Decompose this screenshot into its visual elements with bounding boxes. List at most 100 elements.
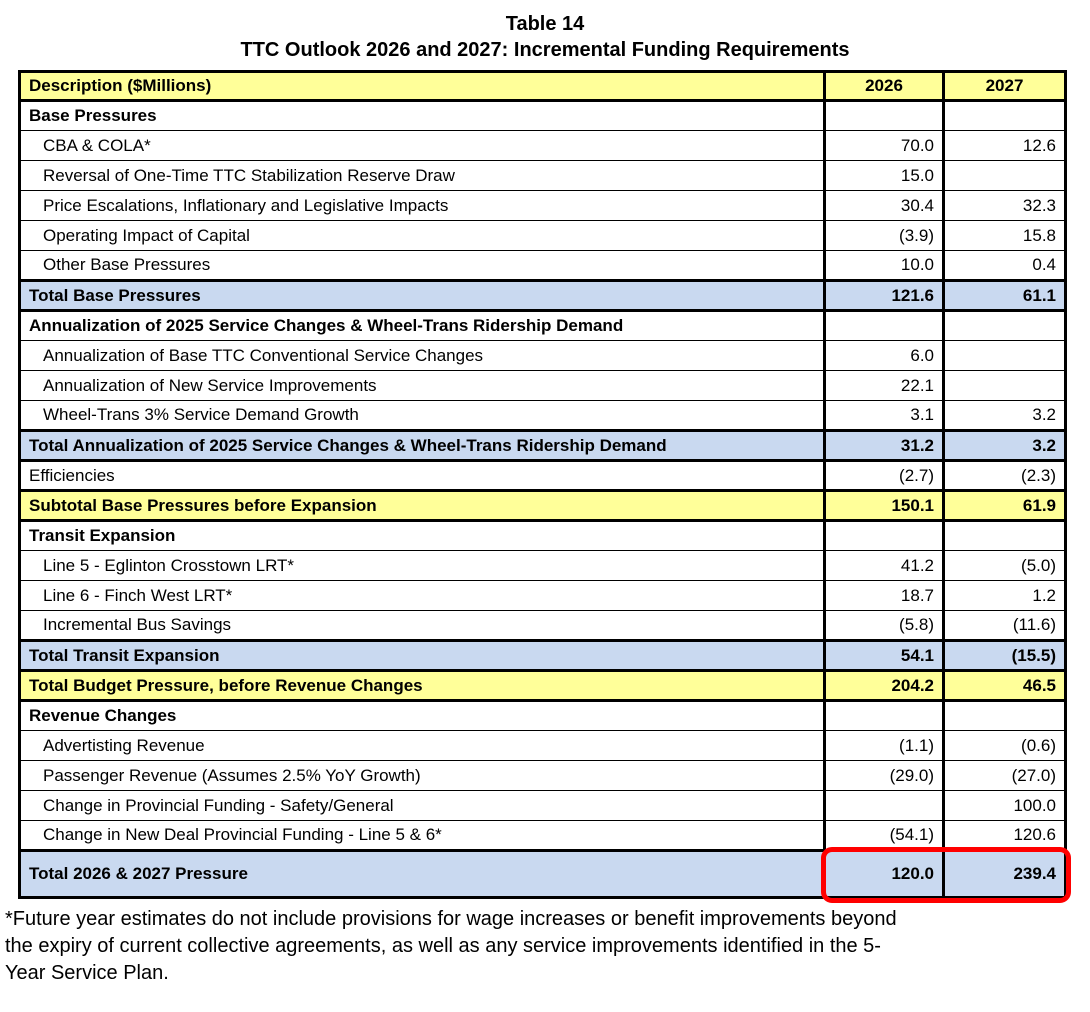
value-2027-cell: (5.0) bbox=[942, 550, 1067, 581]
row-label-cell: Total Annualization of 2025 Service Chan… bbox=[19, 429, 825, 462]
value-2027-cell bbox=[942, 340, 1067, 371]
value-2027-cell bbox=[942, 370, 1067, 401]
value-2026-cell: 30.4 bbox=[823, 190, 945, 221]
table-row: Operating Impact of Capital (3.9) 15.8 bbox=[19, 220, 1067, 251]
row-label-cell: Total Base Pressures bbox=[19, 279, 825, 312]
value-2026-cell: 121.6 bbox=[823, 279, 945, 312]
table-row: Efficiencies (2.7) (2.3) bbox=[19, 460, 1067, 491]
value-2026-cell bbox=[823, 520, 945, 551]
table-row: Total Base Pressures 121.6 61.1 bbox=[19, 279, 1067, 312]
value-2027-cell bbox=[942, 700, 1067, 731]
table-title-block: Table 14 TTC Outlook 2026 and 2027: Incr… bbox=[0, 11, 1090, 63]
row-label-cell: CBA & COLA* bbox=[19, 130, 825, 161]
value-2026-cell: 120.0 bbox=[823, 849, 945, 899]
table-body: Base Pressures CBA & COLA* 70.0 12.6 Reversa… bbox=[19, 100, 1067, 899]
row-label-cell: Passenger Revenue (Assumes 2.5% YoY Grow… bbox=[19, 760, 825, 791]
table-row: Base Pressures bbox=[19, 100, 1067, 131]
table-row: Total 2026 & 2027 Pressure 120.0 239.4 bbox=[19, 849, 1067, 899]
value-2026-cell: (2.7) bbox=[823, 460, 945, 491]
value-2027-cell: (15.5) bbox=[942, 639, 1067, 672]
row-label-cell: Wheel-Trans 3% Service Demand Growth bbox=[19, 400, 825, 431]
table-header-row: Description ($Millions) 2026 2027 bbox=[19, 70, 1067, 102]
value-2026-cell: 6.0 bbox=[823, 340, 945, 371]
value-2027-cell: 46.5 bbox=[942, 669, 1067, 702]
column-header-description: Description ($Millions) bbox=[19, 70, 825, 102]
value-2026-cell: 22.1 bbox=[823, 370, 945, 401]
value-2026-cell: 150.1 bbox=[823, 489, 945, 522]
table-row: Line 5 - Eglinton Crosstown LRT* 41.2 (5.0… bbox=[19, 550, 1067, 581]
value-2026-cell: 54.1 bbox=[823, 639, 945, 672]
value-2027-cell bbox=[942, 100, 1067, 131]
table-row: Total Budget Pressure, before Revenue Ch… bbox=[19, 669, 1067, 702]
value-2027-cell: (27.0) bbox=[942, 760, 1067, 791]
table-row: Change in New Deal Provincial Funding - … bbox=[19, 820, 1067, 851]
column-header-2027: 2027 bbox=[942, 70, 1067, 102]
value-2026-cell: (1.1) bbox=[823, 730, 945, 761]
row-label-cell: Incremental Bus Savings bbox=[19, 610, 825, 641]
row-label-cell: Advertisting Revenue bbox=[19, 730, 825, 761]
value-2027-cell bbox=[942, 520, 1067, 551]
table-row: Reversal of One-Time TTC Stabilization R… bbox=[19, 160, 1067, 191]
value-2027-cell: 3.2 bbox=[942, 400, 1067, 431]
row-label-cell: Annualization of 2025 Service Changes & … bbox=[19, 310, 825, 341]
table-row: Total Annualization of 2025 Service Chan… bbox=[19, 429, 1067, 462]
table-row: Incremental Bus Savings (5.8) (11.6) bbox=[19, 610, 1067, 641]
value-2027-cell: 61.1 bbox=[942, 279, 1067, 312]
row-label-cell: Total Budget Pressure, before Revenue Ch… bbox=[19, 669, 825, 702]
value-2027-cell: 32.3 bbox=[942, 190, 1067, 221]
row-label-cell: Price Escalations, Inflationary and Legi… bbox=[19, 190, 825, 221]
table-row: Total Transit Expansion 54.1 (15.5) bbox=[19, 639, 1067, 672]
row-label-cell: Change in New Deal Provincial Funding - … bbox=[19, 820, 825, 851]
row-label-cell: Subtotal Base Pressures before Expansion bbox=[19, 489, 825, 522]
table-row: Wheel-Trans 3% Service Demand Growth 3.1 3… bbox=[19, 400, 1067, 431]
value-2027-cell: 61.9 bbox=[942, 489, 1067, 522]
row-label-cell: Total Transit Expansion bbox=[19, 639, 825, 672]
value-2026-cell: 41.2 bbox=[823, 550, 945, 581]
column-header-2026: 2026 bbox=[823, 70, 945, 102]
value-2026-cell: (54.1) bbox=[823, 820, 945, 851]
row-label-cell: Transit Expansion bbox=[19, 520, 825, 551]
row-label-cell: Line 6 - Finch West LRT* bbox=[19, 580, 825, 611]
row-label-cell: Change in Provincial Funding - Safety/Ge… bbox=[19, 790, 825, 821]
table-row: CBA & COLA* 70.0 12.6 bbox=[19, 130, 1067, 161]
value-2026-cell: (3.9) bbox=[823, 220, 945, 251]
value-2026-cell bbox=[823, 700, 945, 731]
table-row: Passenger Revenue (Assumes 2.5% YoY Grow… bbox=[19, 760, 1067, 791]
value-2026-cell: 31.2 bbox=[823, 429, 945, 462]
table-row: Annualization of 2025 Service Changes & … bbox=[19, 310, 1067, 341]
table-title: TTC Outlook 2026 and 2027: Incremental F… bbox=[240, 39, 850, 61]
value-2027-cell bbox=[942, 310, 1067, 341]
value-2027-cell: 120.6 bbox=[942, 820, 1067, 851]
row-label-cell: Base Pressures bbox=[19, 100, 825, 131]
value-2027-cell: 1.2 bbox=[942, 580, 1067, 611]
value-2026-cell: 70.0 bbox=[823, 130, 945, 161]
value-2027-cell: 239.4 bbox=[942, 849, 1067, 899]
row-label-cell: Total 2026 & 2027 Pressure bbox=[19, 849, 825, 899]
value-2027-cell: 100.0 bbox=[942, 790, 1067, 821]
value-2026-cell bbox=[823, 310, 945, 341]
table-row: Subtotal Base Pressures before Expansion… bbox=[19, 489, 1067, 522]
value-2027-cell bbox=[942, 160, 1067, 191]
row-label-cell: Annualization of New Service Improvement… bbox=[19, 370, 825, 401]
value-2026-cell bbox=[823, 100, 945, 131]
value-2027-cell: (0.6) bbox=[942, 730, 1067, 761]
table-row: Advertisting Revenue (1.1) (0.6) bbox=[19, 730, 1067, 761]
table-row: Annualization of Base TTC Conventional S… bbox=[19, 340, 1067, 371]
funding-requirements-table: Description ($Millions) 2026 2027 Base P… bbox=[18, 70, 1067, 899]
row-label-cell: Other Base Pressures bbox=[19, 250, 825, 281]
row-label-cell: Revenue Changes bbox=[19, 700, 825, 731]
table-row: Line 6 - Finch West LRT* 18.7 1.2 bbox=[19, 580, 1067, 611]
value-2027-cell: 15.8 bbox=[942, 220, 1067, 251]
value-2026-cell: (5.8) bbox=[823, 610, 945, 641]
table-row: Revenue Changes bbox=[19, 700, 1067, 731]
table-row: Change in Provincial Funding - Safety/Ge… bbox=[19, 790, 1067, 821]
value-2026-cell bbox=[823, 790, 945, 821]
value-2026-cell: 204.2 bbox=[823, 669, 945, 702]
value-2027-cell: 12.6 bbox=[942, 130, 1067, 161]
row-label-cell: Line 5 - Eglinton Crosstown LRT* bbox=[19, 550, 825, 581]
value-2026-cell: 18.7 bbox=[823, 580, 945, 611]
row-label-cell: Annualization of Base TTC Conventional S… bbox=[19, 340, 825, 371]
value-2026-cell: 15.0 bbox=[823, 160, 945, 191]
row-label-cell: Reversal of One-Time TTC Stabilization R… bbox=[19, 160, 825, 191]
